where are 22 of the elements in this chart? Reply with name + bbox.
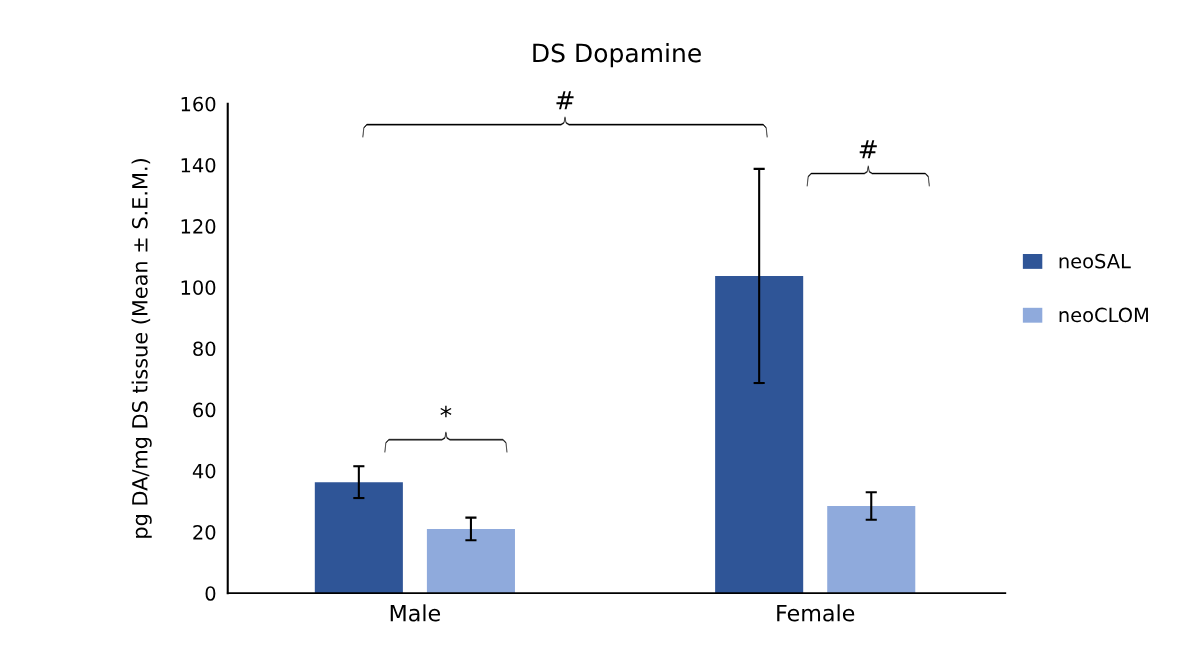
bar	[426, 528, 515, 594]
y-tick-label: 100	[181, 280, 216, 295]
x-tick-label: Female	[777, 604, 855, 622]
y-tick-label: 140	[181, 157, 216, 173]
bar	[827, 506, 916, 594]
legend-label: neoSAL	[1059, 253, 1131, 269]
y-tick-label: 160	[181, 96, 216, 112]
bar	[715, 275, 804, 594]
y-tick-label: 0	[205, 586, 216, 601]
y-tick-label: 80	[193, 341, 216, 357]
bar	[314, 482, 403, 594]
legend-label: neoCLOM	[1059, 307, 1148, 323]
chart-title: DS Dopamine	[533, 43, 701, 68]
y-tick-label: 40	[192, 463, 216, 479]
y-axis-title: pg DA/mg DS tissue (Mean ± S.E.M.)	[131, 159, 152, 538]
annotation: #	[556, 91, 574, 110]
annotation: #	[859, 140, 877, 159]
y-tick-label: 120	[181, 219, 216, 234]
y-tick-label: 20	[193, 524, 216, 540]
annotation: *	[440, 405, 452, 418]
x-tick-label: Male	[390, 604, 441, 622]
y-tick-label: 60	[193, 402, 216, 418]
